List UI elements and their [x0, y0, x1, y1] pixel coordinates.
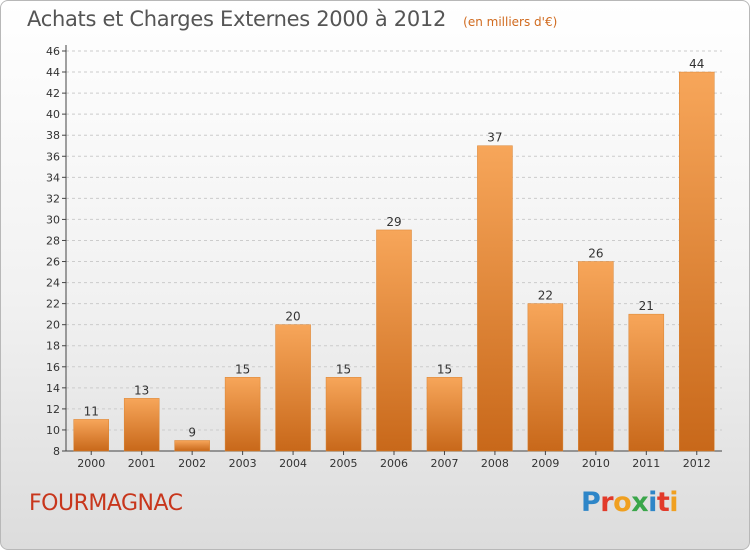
bar-2001: [123, 398, 160, 452]
y-tick-label: 44: [46, 66, 60, 79]
y-tick-label: 14: [46, 382, 60, 395]
x-tick-label-2012: 2012: [683, 457, 711, 470]
bar-2004: [275, 324, 311, 452]
chart-unit: (en milliers d'€): [463, 15, 558, 29]
logo-letter: P: [581, 487, 601, 518]
bar-2011: [628, 313, 665, 452]
logo-letter: i: [648, 487, 657, 518]
logo-letter: x: [631, 487, 649, 518]
logo-letter: r: [600, 487, 614, 518]
bar-2003: [224, 377, 261, 452]
data-label-2004: 20: [285, 310, 300, 324]
x-tick-label-2008: 2008: [481, 457, 509, 470]
bar-2009: [527, 303, 564, 452]
data-label-2008: 37: [487, 131, 502, 145]
x-tick-label-2006: 2006: [380, 457, 408, 470]
data-label-2001: 13: [134, 383, 149, 397]
x-tick-label-2009: 2009: [531, 457, 559, 470]
data-label-2009: 22: [538, 289, 553, 303]
logo-letter: i: [669, 487, 679, 518]
x-tick-label-2000: 2000: [77, 457, 105, 470]
bar-2010: [578, 261, 614, 452]
y-tick-label: 8: [53, 445, 60, 458]
x-tick-label-2003: 2003: [229, 457, 257, 470]
bar-2007: [426, 377, 463, 452]
data-label-2007: 15: [437, 362, 452, 376]
bar-2012: [679, 71, 715, 452]
logo-letter: t: [656, 487, 670, 518]
x-tick-label-2001: 2001: [128, 457, 156, 470]
y-tick-label: 18: [46, 340, 60, 353]
logo-letter: o: [613, 487, 632, 518]
y-tick-label: 20: [46, 319, 60, 332]
data-label-2006: 29: [386, 215, 401, 229]
x-tick-label-2007: 2007: [430, 457, 458, 470]
y-tick-label: 30: [46, 213, 60, 226]
data-label-2002: 9: [188, 425, 196, 439]
y-tick-label: 38: [46, 129, 60, 142]
y-tick-label: 28: [46, 234, 60, 247]
y-tick-label: 42: [46, 87, 60, 100]
commune-name: FOURMAGNAC: [29, 491, 183, 516]
data-label-2003: 15: [235, 362, 250, 376]
y-tick-label: 12: [46, 403, 60, 416]
chart-title: Achats et Charges Externes 2000 à 2012: [27, 7, 447, 31]
y-tick-label: 40: [46, 108, 60, 121]
y-tick-label: 26: [46, 256, 60, 269]
proxiti-logo: Proxiti: [581, 487, 679, 518]
data-label-2010: 26: [588, 247, 603, 261]
y-tick-label: 36: [46, 150, 60, 163]
data-label-2000: 11: [84, 404, 99, 418]
x-tick-label-2010: 2010: [582, 457, 610, 470]
x-tick-label-2011: 2011: [632, 457, 660, 470]
x-tick-label-2004: 2004: [279, 457, 307, 470]
bar-2006: [376, 229, 412, 452]
y-tick-label: 32: [46, 192, 60, 205]
y-tick-label: 34: [46, 171, 60, 184]
chart-header: Achats et Charges Externes 2000 à 2012 (…: [27, 7, 557, 31]
x-tick-label-2005: 2005: [330, 457, 358, 470]
y-tick-label: 16: [46, 361, 60, 374]
bar-2002: [174, 440, 210, 452]
data-label-2012: 44: [689, 57, 704, 71]
data-label-2011: 21: [639, 299, 654, 313]
bar-2008: [477, 145, 513, 452]
data-label-2005: 15: [336, 362, 351, 376]
y-tick-label: 46: [46, 45, 60, 58]
x-tick-label-2002: 2002: [178, 457, 206, 470]
bar-2005: [325, 377, 362, 452]
y-tick-label: 22: [46, 298, 60, 311]
bar-2000: [73, 419, 109, 452]
y-tick-label: 10: [46, 424, 60, 437]
y-tick-label: 24: [46, 277, 60, 290]
